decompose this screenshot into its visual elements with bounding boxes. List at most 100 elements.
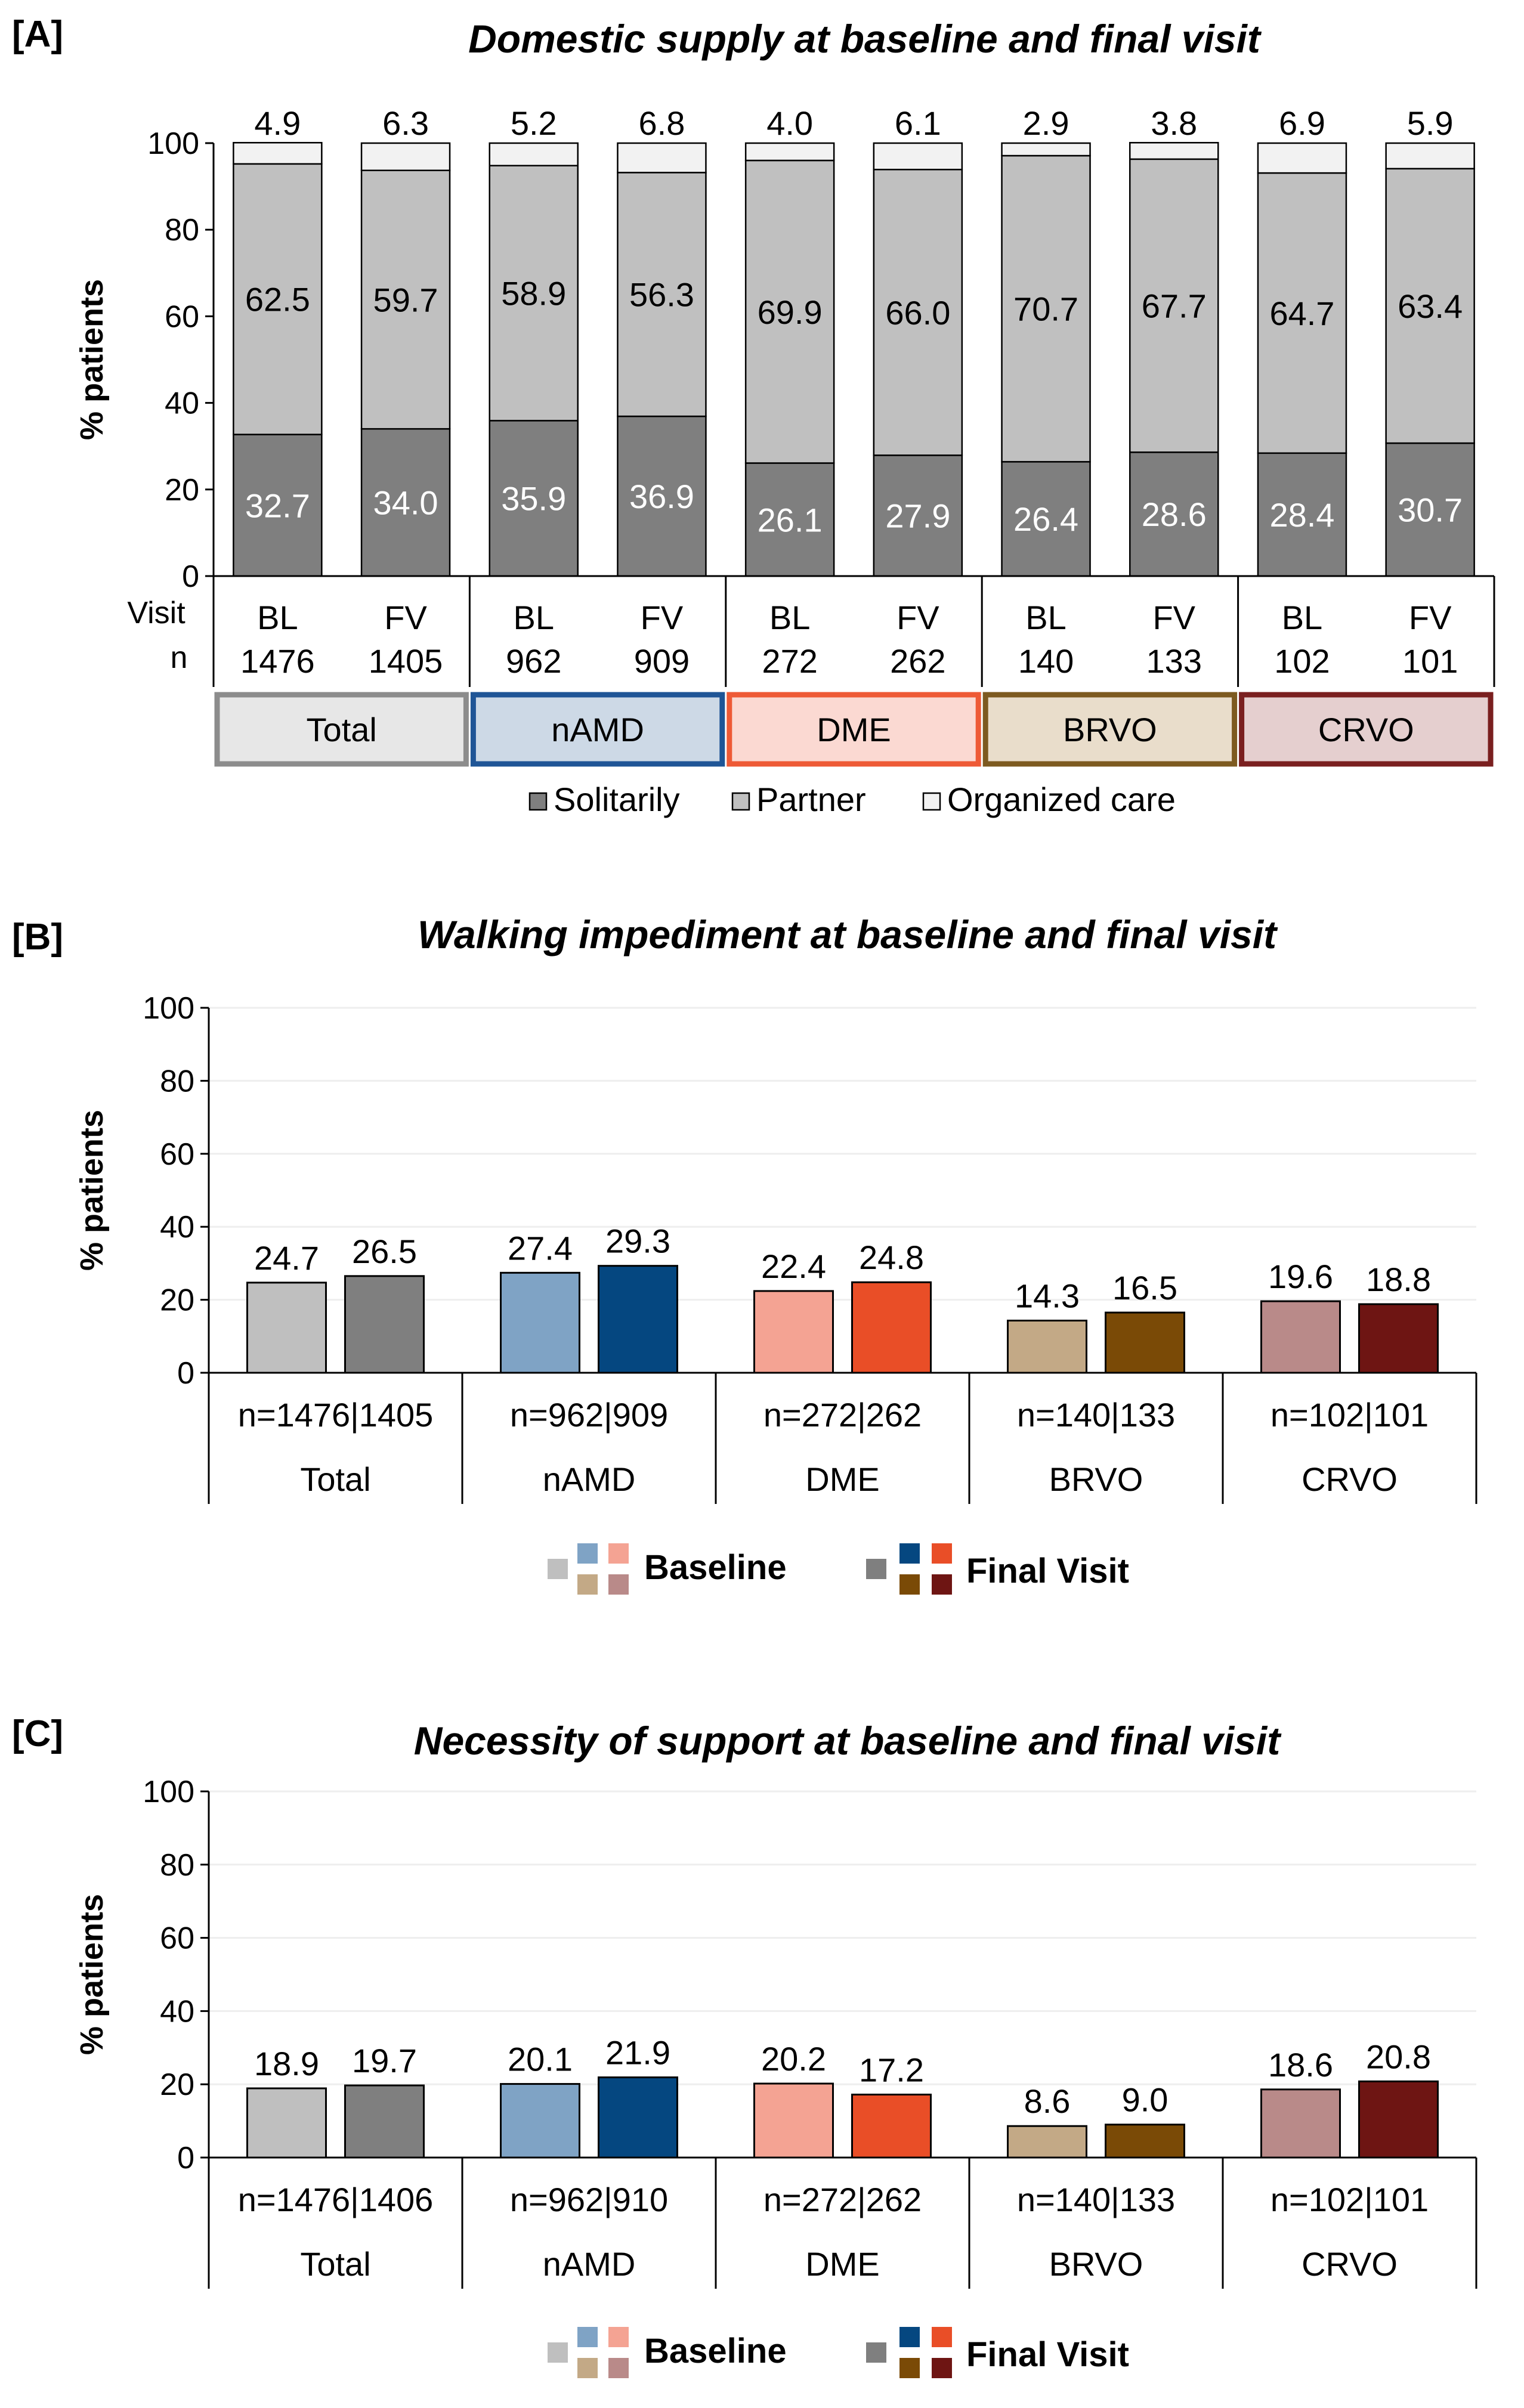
y-tick-label-a: 100 bbox=[147, 126, 199, 161]
bar-partner bbox=[1257, 172, 1347, 454]
bar-solitarily bbox=[1129, 451, 1219, 577]
chart-title-b: Walking impediment at baseline and final… bbox=[418, 912, 1278, 957]
y-tick-label-c: 60 bbox=[160, 1921, 194, 1956]
legend-swatch-partner bbox=[731, 792, 750, 811]
bar-solitarily bbox=[489, 420, 579, 577]
bar-partner bbox=[744, 159, 835, 464]
chart-title-a: Domestic supply at baseline and final vi… bbox=[468, 17, 1262, 61]
n-label: 909 bbox=[634, 642, 690, 680]
n-label: 1405 bbox=[369, 642, 443, 680]
legend-swatch-baseline bbox=[608, 2358, 629, 2378]
n-label: n=1476|1406 bbox=[238, 2181, 434, 2218]
data-label: 14.3 bbox=[1015, 1277, 1080, 1314]
legend-swatch-final bbox=[899, 1543, 920, 1564]
data-label: 19.6 bbox=[1268, 1258, 1333, 1295]
visit-label: BL bbox=[1025, 599, 1067, 636]
group-box-namd bbox=[470, 692, 725, 767]
data-label: 3.8 bbox=[1151, 104, 1197, 142]
bar-baseline bbox=[753, 2082, 834, 2159]
bar-final bbox=[344, 2084, 425, 2159]
bar-final bbox=[1358, 1303, 1439, 1374]
n-label: 101 bbox=[1402, 642, 1458, 680]
data-label: 20.1 bbox=[508, 2041, 573, 2078]
bar-final bbox=[598, 2076, 678, 2159]
data-label: 35.9 bbox=[501, 480, 566, 518]
y-tick-label-c: 80 bbox=[160, 1848, 194, 1883]
bar-organized-care bbox=[1001, 142, 1091, 157]
bar-organized-care bbox=[233, 142, 323, 165]
data-label: 30.7 bbox=[1398, 491, 1463, 529]
n-label: n=272|262 bbox=[763, 2181, 922, 2218]
data-label: 21.9 bbox=[605, 2034, 670, 2072]
bar-partner bbox=[233, 163, 323, 435]
legend-swatch-final bbox=[932, 1543, 952, 1564]
group-label: DME bbox=[817, 711, 891, 748]
data-label: 17.2 bbox=[859, 2051, 924, 2088]
data-label: 6.1 bbox=[895, 104, 941, 142]
group-label: Total bbox=[300, 2245, 370, 2283]
visit-label: BL bbox=[514, 599, 555, 636]
data-label: 59.7 bbox=[373, 281, 438, 318]
group-label: DME bbox=[805, 1460, 879, 1498]
legend-label-baseline: Baseline bbox=[644, 2332, 787, 2370]
bar-partner bbox=[1001, 154, 1091, 463]
n-label: 272 bbox=[762, 642, 817, 680]
data-label: 67.7 bbox=[1142, 287, 1207, 325]
group-label: CRVO bbox=[1302, 2245, 1398, 2283]
data-label: 66.0 bbox=[885, 294, 950, 332]
y-tick-label-b: 100 bbox=[143, 991, 194, 1026]
legend-swatch-baseline bbox=[577, 1543, 598, 1564]
y-tick-label-a: 40 bbox=[165, 386, 199, 421]
n-label: n=962|910 bbox=[510, 2181, 668, 2218]
data-label: 28.4 bbox=[1269, 496, 1334, 534]
bar-baseline bbox=[500, 1271, 580, 1374]
bar-baseline bbox=[1260, 1300, 1341, 1374]
data-label: 36.9 bbox=[629, 478, 694, 515]
data-label: 5.2 bbox=[511, 104, 557, 142]
n-label: 262 bbox=[890, 642, 945, 680]
legend-swatch-organized-care bbox=[922, 792, 941, 811]
group-label: DME bbox=[805, 2245, 879, 2283]
n-label: 140 bbox=[1018, 642, 1074, 680]
y-tick-label-b: 60 bbox=[160, 1137, 194, 1172]
n-label: 133 bbox=[1146, 642, 1202, 680]
group-box-dme bbox=[727, 692, 981, 767]
y-tick-label-b: 80 bbox=[160, 1064, 194, 1098]
legend-swatch-final bbox=[932, 2327, 952, 2347]
bar-solitarily bbox=[1001, 461, 1091, 577]
legend-swatch-baseline bbox=[608, 2327, 629, 2347]
data-label: 29.3 bbox=[605, 1222, 670, 1260]
bar-final bbox=[344, 1275, 425, 1374]
y-tick-label-b: 20 bbox=[160, 1283, 194, 1318]
data-label: 16.5 bbox=[1112, 1269, 1177, 1307]
data-label: 4.9 bbox=[254, 104, 301, 142]
group-label: nAMD bbox=[551, 711, 644, 748]
data-label: 9.0 bbox=[1122, 2081, 1168, 2119]
panel-label-c: [C] bbox=[12, 1713, 63, 1754]
legend-swatch-baseline bbox=[548, 1559, 568, 1579]
data-label: 26.1 bbox=[758, 501, 823, 538]
group-label: nAMD bbox=[543, 2245, 636, 2283]
y-tick-label-a: 60 bbox=[165, 299, 199, 334]
data-label: 18.6 bbox=[1268, 2046, 1333, 2084]
data-label: 24.7 bbox=[254, 1239, 319, 1277]
y-tick-label-a: 0 bbox=[182, 559, 199, 594]
n-label: n=272|262 bbox=[763, 1396, 922, 1434]
bar-baseline bbox=[500, 2083, 580, 2159]
legend-swatch-final bbox=[899, 2358, 920, 2378]
bar-organized-care bbox=[617, 142, 707, 174]
bar-solitarily bbox=[360, 428, 451, 577]
n-label: 1476 bbox=[240, 642, 315, 680]
data-label: 56.3 bbox=[629, 276, 694, 314]
row-label-visit: Visit bbox=[127, 596, 186, 630]
y-tick-label-b: 0 bbox=[177, 1356, 194, 1391]
data-label: 69.9 bbox=[758, 293, 823, 331]
data-label: 5.9 bbox=[1407, 104, 1454, 142]
y-axis-label-b: % patients bbox=[74, 1110, 110, 1271]
y-tick-label-a: 80 bbox=[165, 213, 199, 247]
group-label: BRVO bbox=[1049, 1460, 1143, 1498]
data-label: 6.8 bbox=[639, 104, 685, 142]
y-axis-label-c: % patients bbox=[74, 1894, 110, 2055]
group-box-total bbox=[214, 692, 469, 767]
data-label: 34.0 bbox=[373, 484, 438, 522]
